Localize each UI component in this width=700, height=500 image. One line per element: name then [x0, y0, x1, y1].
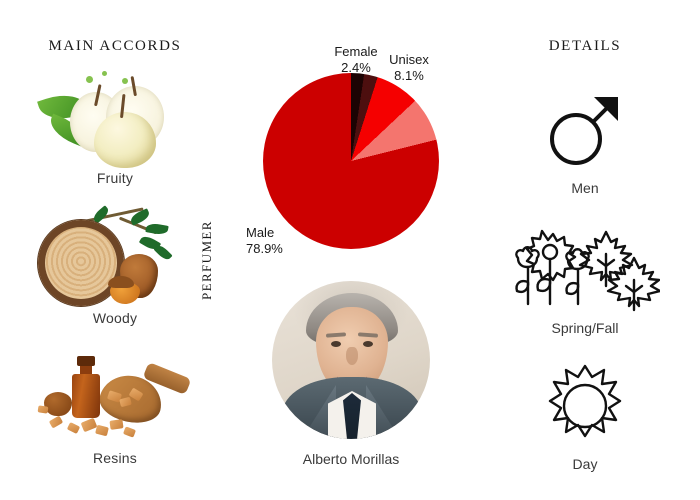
detail-item-time-of-day[interactable]: Day: [492, 358, 678, 472]
accord-item-woody[interactable]: Woody: [22, 205, 208, 326]
pie-label-unisex-name: Unisex: [389, 52, 429, 67]
pie-label-unisex: Unisex 8.1%: [374, 52, 444, 85]
detail-item-gender[interactable]: Men: [492, 82, 678, 196]
detail-label-time-of-day: Day: [572, 456, 598, 472]
pie-slices: [263, 73, 439, 249]
perfumer-block[interactable]: Alberto Morillas: [258, 281, 444, 467]
woody-accord-image: [22, 205, 208, 308]
perfumer-section-label: PERFUMER: [199, 220, 214, 300]
sun-icon: [492, 358, 678, 454]
accord-item-fruity[interactable]: Fruity: [22, 68, 208, 186]
detail-label-season: Spring/Fall: [551, 320, 619, 336]
pie-label-female-value: 2.4%: [341, 60, 371, 76]
pie-label-male-name: Male: [246, 225, 275, 240]
gender-pie-chart: [263, 73, 439, 249]
main-accords-heading: MAIN ACCORDS: [48, 38, 182, 54]
perfumer-portrait-photo: [272, 281, 430, 439]
pie-label-unisex-value: 8.1%: [394, 68, 424, 84]
detail-item-season[interactable]: Spring/Fall: [492, 222, 678, 336]
accord-label-woody: Woody: [92, 310, 138, 326]
accord-label-resins: Resins: [93, 450, 137, 466]
mars-male-symbol-icon: [492, 82, 678, 178]
accord-item-resins[interactable]: Resins: [22, 348, 208, 466]
fruity-accord-image: [22, 68, 208, 168]
perfumer-name: Alberto Morillas: [302, 451, 400, 467]
pie-label-male-value: 78.9%: [246, 241, 283, 257]
accord-label-fruity: Fruity: [96, 170, 134, 186]
resins-accord-image: [22, 348, 208, 448]
detail-label-gender: Men: [571, 180, 599, 196]
flowers-and-maple-leaves-icon: [492, 222, 678, 318]
pie-label-female: Female 2.4%: [316, 44, 396, 77]
pie-label-male: Male 78.9%: [246, 225, 318, 258]
details-heading: DETAILS: [548, 38, 622, 54]
pie-label-female-name: Female: [334, 44, 378, 59]
